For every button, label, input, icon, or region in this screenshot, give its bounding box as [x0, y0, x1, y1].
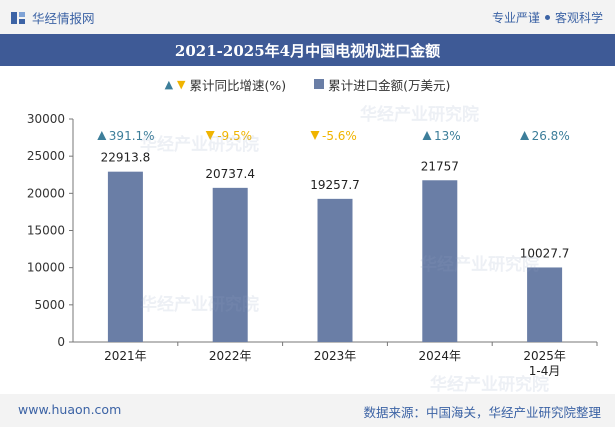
- bar-value-label: 21757: [421, 159, 459, 173]
- header-bar: 华经情报网 专业严谨 客观科学: [0, 0, 615, 34]
- triangle-up-icon: [97, 131, 107, 140]
- legend-item-growth[interactable]: ▲ ▼ 累计同比增速(%): [165, 74, 287, 94]
- chart-title: 2021-2025年4月中国电视机进口金额: [0, 34, 615, 66]
- growth-label: 26.8%: [532, 129, 570, 143]
- y-tick-label: 20000: [27, 186, 65, 200]
- tagline-right: 客观科学: [554, 11, 603, 25]
- triangle-up-icon: ▲: [164, 77, 174, 91]
- triangle-down-icon: [310, 131, 320, 140]
- y-tick-label: 5000: [34, 298, 65, 312]
- legend-growth-label: 累计同比增速(%): [189, 77, 287, 93]
- brand[interactable]: 华经情报网: [10, 8, 95, 27]
- brand-name: 华经情报网: [32, 11, 95, 26]
- y-tick-label: 25000: [27, 149, 65, 163]
- chart-legend: ▲ ▼ 累计同比增速(%) 累计进口金额(万美元): [0, 74, 615, 94]
- growth-marker: 26.8%: [520, 129, 570, 143]
- x-tick-label: 2021年: [104, 349, 147, 363]
- website-link[interactable]: www.huaon.com: [18, 402, 122, 417]
- y-tick-label: 30000: [27, 112, 65, 126]
- legend-bar-swatch-icon: [314, 79, 325, 89]
- bar-value-label: 22913.8: [101, 151, 151, 165]
- growth-label: -9.5%: [217, 129, 252, 143]
- bar-chart: 0 5000 10000 15000 20000 25000 30000 22913.8 391…: [27, 112, 598, 378]
- bar: [107, 171, 143, 342]
- growth-label: 391.1%: [109, 129, 155, 143]
- triangle-down-icon: ▼: [177, 77, 186, 91]
- growth-label: 13%: [434, 129, 461, 143]
- x-tick-label: 2024年: [419, 349, 462, 363]
- growth-marker: -5.6%: [310, 129, 357, 143]
- data-source: 数据来源：中国海关，华经产业研究院整理: [363, 405, 601, 420]
- y-tick-label: 0: [57, 335, 65, 349]
- triangle-up-icon: [422, 131, 432, 140]
- x-tick-label: 2022年: [209, 349, 252, 363]
- footer-bar: www.huaon.com 数据来源：中国海关，华经产业研究院整理: [0, 394, 615, 427]
- bar-value-label: 20737.4: [205, 167, 255, 181]
- growth-marker: 13%: [422, 129, 461, 143]
- legend-amount-label: 累计进口金额(万美元): [328, 77, 451, 93]
- separator-dot-icon: [544, 15, 550, 20]
- bar: [317, 198, 353, 342]
- triangle-up-icon: [520, 131, 530, 140]
- y-tick-label: 10000: [27, 261, 65, 275]
- bar: [212, 187, 248, 342]
- triangle-down-icon: [205, 131, 215, 140]
- bar: [527, 267, 563, 342]
- tagline: 专业严谨 客观科学: [492, 9, 603, 26]
- tagline-left: 专业严谨: [491, 11, 540, 25]
- bar-value-label: 19257.7: [310, 178, 360, 192]
- legend-item-amount[interactable]: 累计进口金额(万美元): [314, 74, 450, 94]
- growth-label: -5.6%: [322, 129, 357, 143]
- growth-marker: 391.1%: [97, 129, 155, 143]
- growth-marker: -9.5%: [205, 129, 252, 143]
- y-tick-label: 15000: [27, 224, 65, 238]
- bar-value-label: 10027.7: [520, 246, 570, 260]
- brand-logo-icon: [11, 11, 25, 24]
- x-tick-label: 2023年: [314, 349, 357, 363]
- x-tick-label: 2025年 1-4月: [523, 349, 566, 378]
- bar: [422, 180, 458, 342]
